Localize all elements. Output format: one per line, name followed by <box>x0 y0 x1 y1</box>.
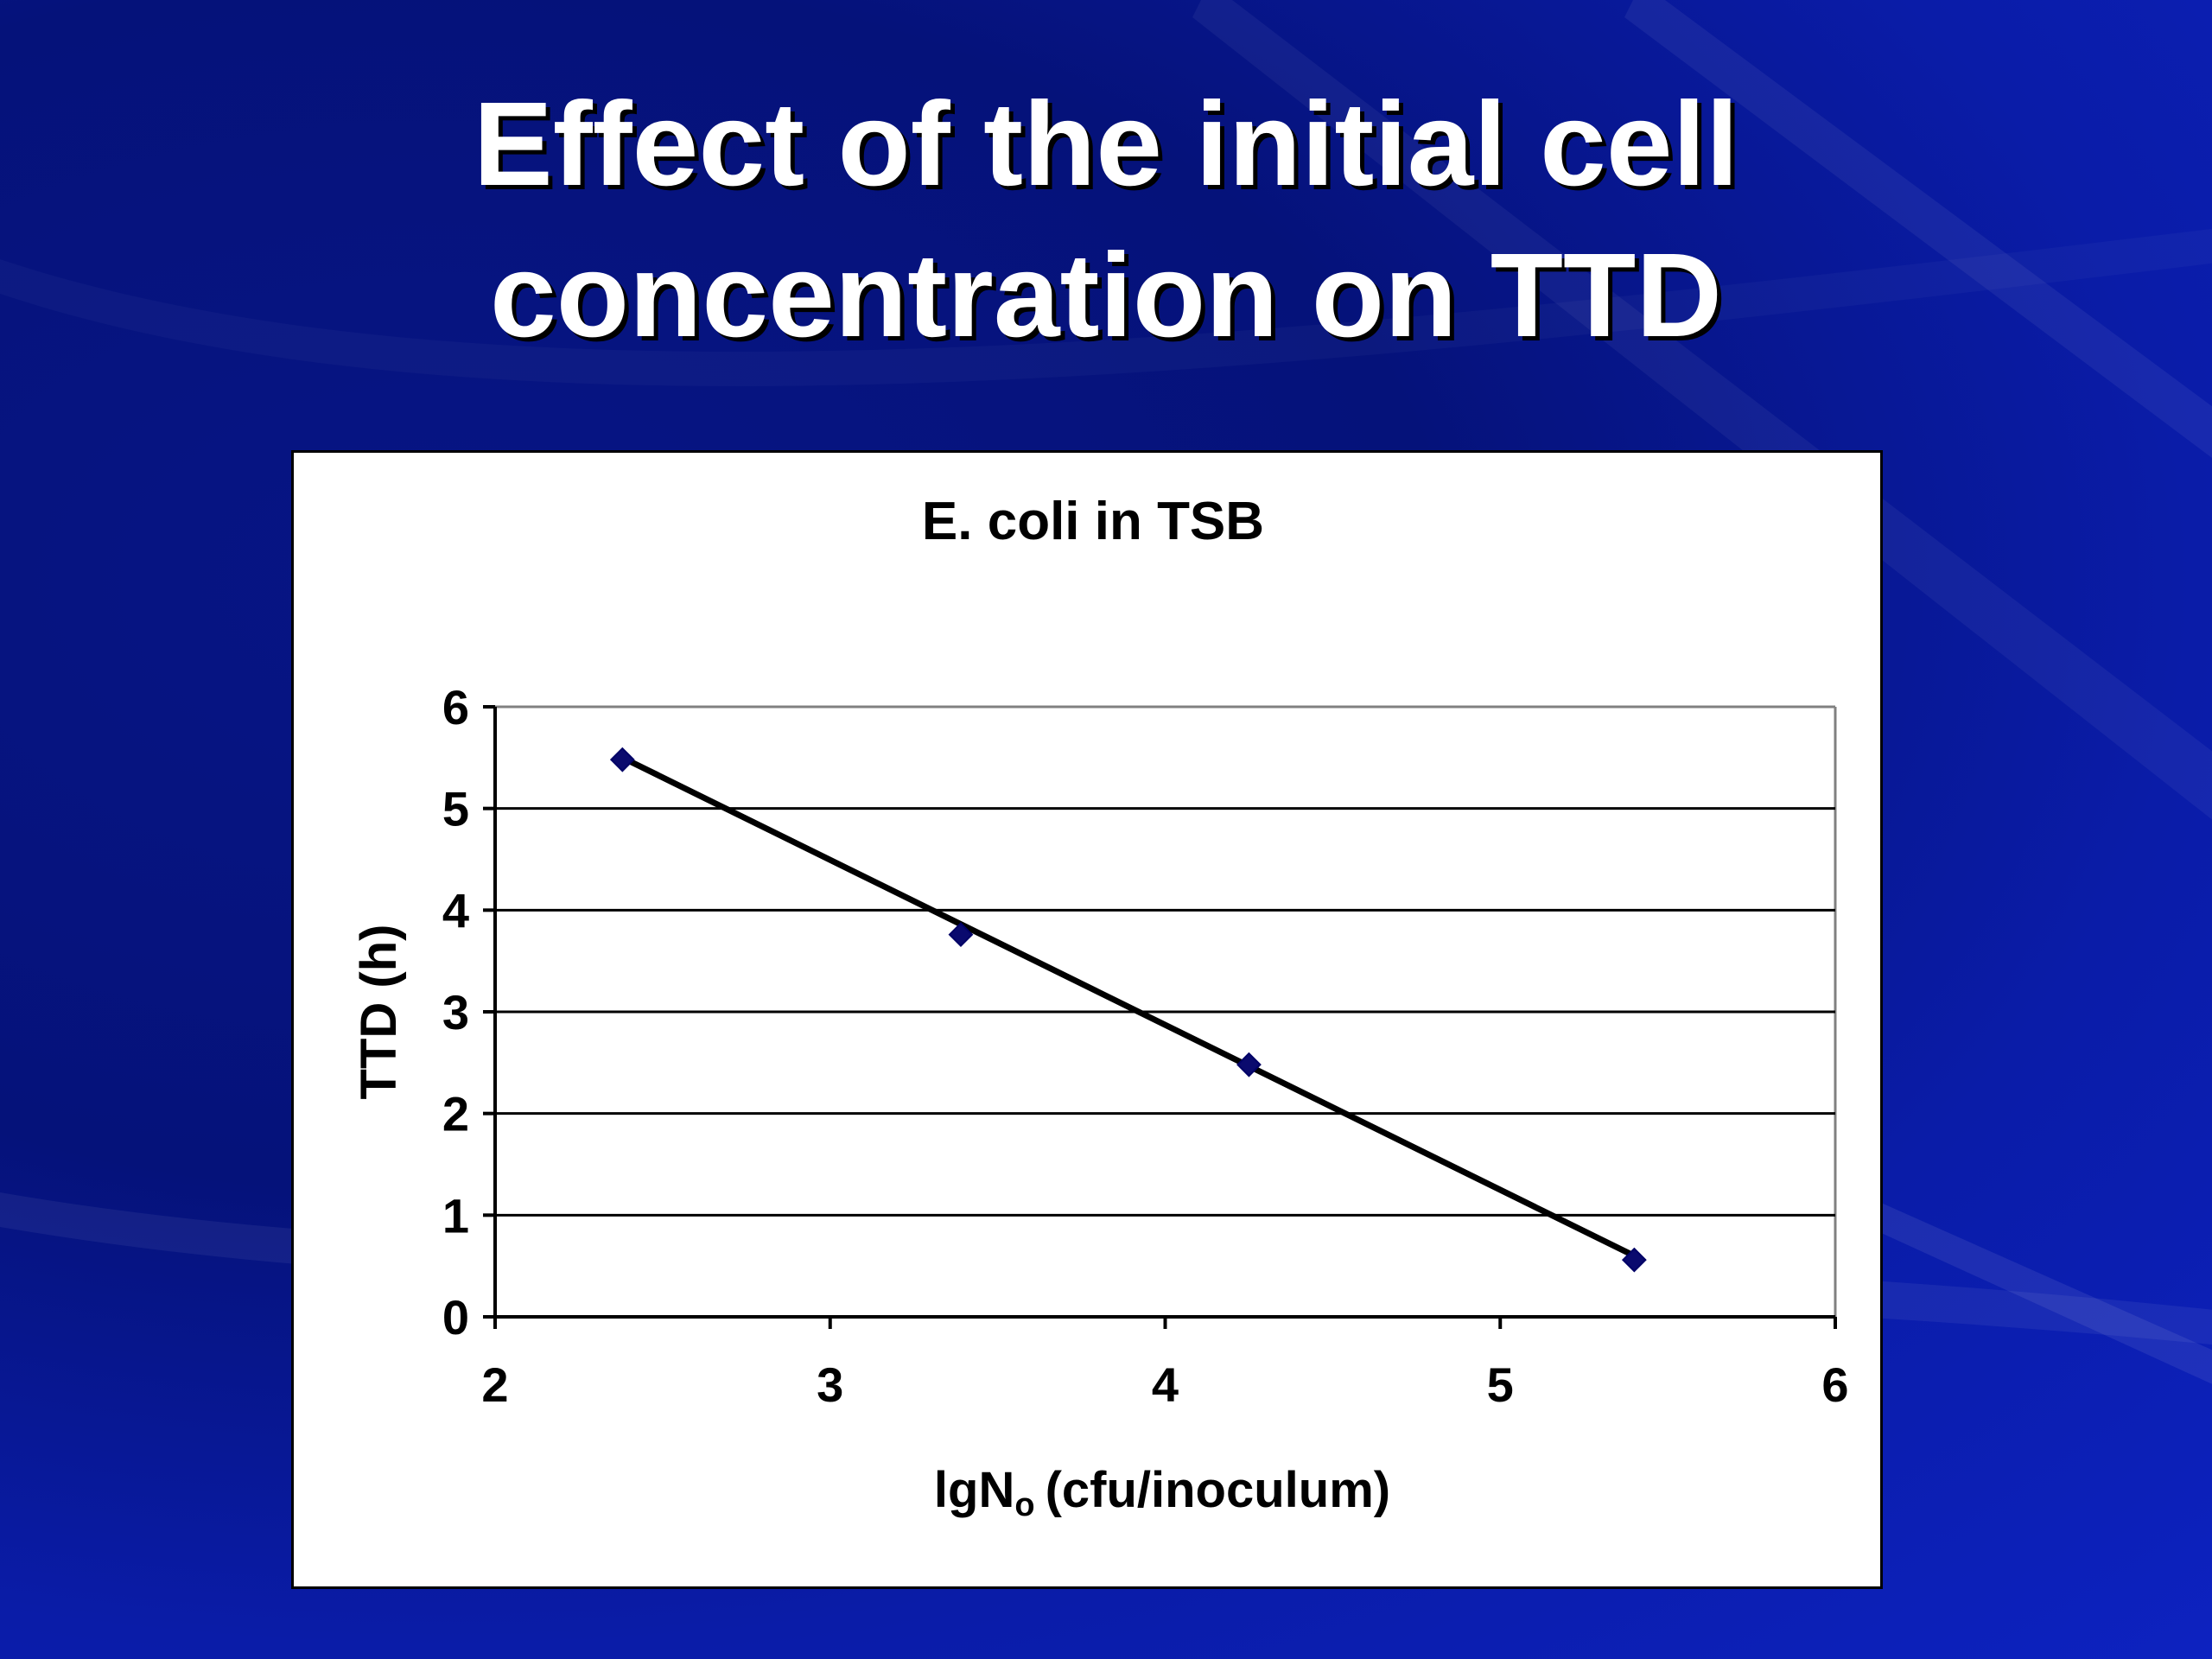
gridlines <box>495 807 1835 1217</box>
x-tick-label-2: 2 <box>481 1357 508 1412</box>
trendline <box>619 754 1637 1259</box>
y-tick-label-0: 0 <box>442 1290 469 1344</box>
y-tick-label-5: 5 <box>442 782 469 836</box>
chart: E. coli in TSB 0 1 2 3 4 5 6 2 3 4 5 6 TTD (h) lgN… <box>351 492 1849 1523</box>
x-tick-label-3: 3 <box>817 1357 843 1412</box>
data-point-4 <box>1621 1247 1647 1273</box>
data-points <box>609 747 1647 1273</box>
trendline-group <box>619 754 1637 1259</box>
x-tick-label-4: 4 <box>1152 1357 1179 1412</box>
x-tick-label-6: 6 <box>1821 1357 1848 1412</box>
y-tick-label-1: 1 <box>442 1188 469 1243</box>
y-tick-label-2: 2 <box>442 1087 469 1141</box>
slide-title-line-2: concentration on TTD <box>490 229 1722 362</box>
x-tick-label-5: 5 <box>1487 1357 1514 1412</box>
x-axis-label-unit: (cfu/inoculum) <box>1046 1462 1391 1518</box>
y-tick-label-4: 4 <box>442 883 469 938</box>
chart-area: E. coli in TSB 0 1 2 3 4 5 6 2 3 4 5 6 TTD (h) lgN… <box>291 450 1883 1589</box>
chart-title: E. coli in TSB <box>922 492 1264 551</box>
data-point-3 <box>1236 1052 1262 1077</box>
slide-title: Effect of the initial cell concentration… <box>0 69 2212 372</box>
data-point-1 <box>609 747 635 772</box>
y-axis-ticks: 0 1 2 3 4 5 6 <box>442 680 495 1344</box>
data-point-2 <box>948 922 974 947</box>
slide-title-line-1: Effect of the initial cell <box>473 78 1739 211</box>
x-axis-label-subscript: o <box>1014 1487 1034 1523</box>
x-axis-ticks: 2 3 4 5 6 <box>481 1317 1849 1412</box>
y-tick-label-3: 3 <box>442 985 469 1039</box>
y-axis-label: TTD (h) <box>351 925 407 1100</box>
x-axis-label-main: lgN <box>934 1462 1014 1518</box>
x-axis-label: lgNo (cfu/inoculum) <box>934 1462 1390 1523</box>
y-tick-label-6: 6 <box>442 680 469 734</box>
